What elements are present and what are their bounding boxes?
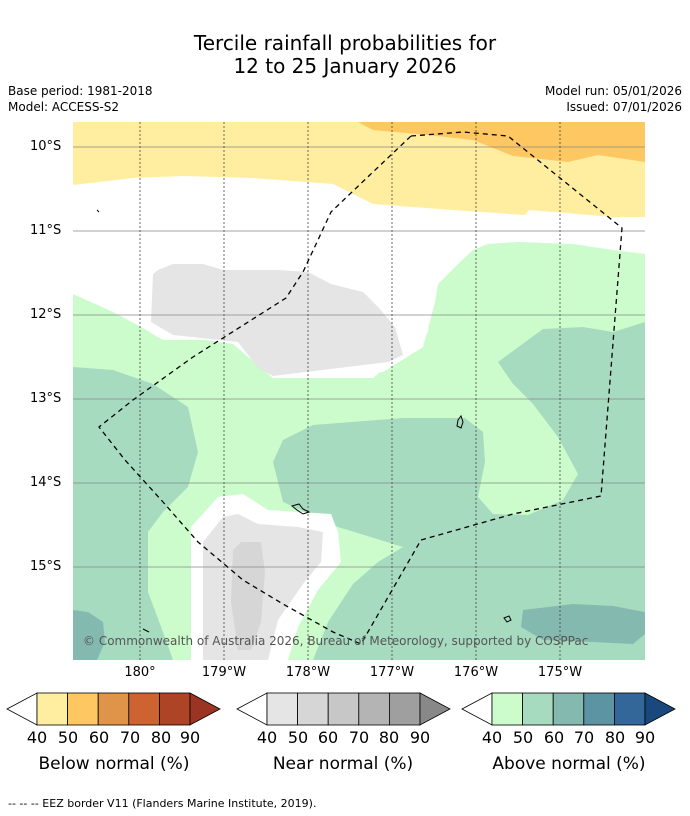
below-normal-50-region: [358, 122, 645, 162]
lat-label-15s: 15°S: [30, 559, 62, 574]
issued-label: Issued: 07/01/2026: [566, 100, 682, 114]
below-normal-upper-arrow: [189, 692, 221, 726]
legend-bars: [6, 692, 676, 726]
near-normal-tick-60: 60: [317, 728, 339, 747]
below-normal-swatch-50: [67, 692, 99, 726]
near-normal-swatch-40: [266, 692, 299, 726]
above-normal-upper-arrow: [644, 692, 676, 726]
above-normal-tick-40: 40: [481, 728, 503, 747]
below-normal-tick-80: 80: [150, 728, 172, 747]
below-normal-colorbar: [6, 692, 221, 726]
above-normal-60-region-sw: [73, 610, 105, 660]
below-normal-swatch-70: [128, 692, 160, 726]
lat-label-11s: 11°S: [30, 223, 62, 238]
lat-label-14s: 14°S: [30, 475, 62, 490]
below-normal-tick-40: 40: [26, 728, 48, 747]
near-normal-tick-70: 70: [348, 728, 370, 747]
island-north-east: [456, 414, 464, 429]
below-normal-tick-60: 60: [88, 728, 110, 747]
base-period-label: Base period: 1981-2018: [8, 84, 153, 98]
above-normal-caption: Above normal (%): [492, 754, 646, 774]
map-title-line-2: 12 to 25 January 2026: [233, 54, 457, 78]
above-normal-tick-70: 70: [573, 728, 595, 747]
above-normal-swatch-80: [614, 692, 646, 726]
above-normal-tick-60: 60: [543, 728, 565, 747]
above-normal-60-region-se: [521, 604, 645, 644]
island-south-east: [503, 615, 512, 623]
above-normal-swatch-50: [522, 692, 554, 726]
lon-label-177w: 177°W: [369, 665, 415, 680]
above-normal-colorbar: [461, 692, 676, 726]
longitude-gridlines: [139, 122, 561, 660]
island-central: [290, 503, 311, 515]
latitude-gridlines: [73, 146, 645, 568]
near-normal-colorbar: [236, 692, 451, 726]
below-normal-tick-70: 70: [119, 728, 141, 747]
lat-label-12s: 12°S: [30, 307, 62, 322]
below-normal-lower-arrow: [6, 692, 38, 726]
above-normal-lower-arrow: [461, 692, 493, 726]
near-normal-tick-90: 90: [409, 728, 431, 747]
below-normal-swatch-80: [158, 692, 191, 726]
lat-label-13s: 13°S: [30, 391, 62, 406]
lon-label-178w: 178°W: [285, 665, 331, 680]
lon-label-176w: 176°W: [453, 665, 499, 680]
eez-footnote: -- -- -- EEZ border V11 (Flanders Marine…: [8, 797, 317, 810]
near-normal-50-region-south: [231, 542, 265, 650]
below-normal-caption: Below normal (%): [38, 754, 190, 774]
rainfall-map: © Commonwealth of Australia 2026, Bureau…: [73, 122, 645, 660]
near-normal-caption: Near normal (%): [272, 754, 414, 774]
near-normal-40-region-north: [151, 264, 403, 376]
near-normal-tick-50: 50: [287, 728, 309, 747]
near-normal-tick-40: 40: [256, 728, 278, 747]
eez-border: [98, 131, 623, 645]
lat-label-10s: 10°S: [30, 139, 62, 154]
near-normal-swatch-70: [358, 692, 390, 726]
above-normal-tick-50: 50: [512, 728, 534, 747]
island-south-west: [142, 628, 150, 633]
near-normal-upper-arrow: [419, 692, 451, 726]
lon-label-179w: 179°W: [201, 665, 247, 680]
model-label: Model: ACCESS-S2: [8, 100, 120, 114]
copyright-notice: © Commonwealth of Australia 2026, Bureau…: [83, 634, 588, 648]
above-normal-50-region-west: [73, 367, 198, 660]
below-normal-swatch-40: [36, 692, 69, 726]
near-normal-tick-80: 80: [378, 728, 400, 747]
lon-label-180: 180°: [124, 665, 156, 680]
above-normal-swatch-60: [552, 692, 585, 726]
model-run-label: Model run: 05/01/2026: [544, 84, 682, 98]
near-normal-lower-arrow: [236, 692, 268, 726]
below-normal-swatch-60: [97, 692, 130, 726]
above-normal-swatch-70: [583, 692, 615, 726]
near-normal-swatch-80: [388, 692, 421, 726]
island-north-west: [96, 209, 100, 213]
above-normal-50-region-central: [273, 322, 645, 660]
above-normal-tick-90: 90: [634, 728, 656, 747]
lon-label-175w: 175°W: [537, 665, 583, 680]
near-normal-swatch-60: [327, 692, 360, 726]
near-normal-swatch-50: [297, 692, 329, 726]
above-normal-swatch-40: [491, 692, 524, 726]
below-normal-tick-50: 50: [57, 728, 79, 747]
map-title-line-1: Tercile rainfall probabilities for: [193, 31, 497, 55]
above-normal-tick-80: 80: [604, 728, 626, 747]
below-normal-tick-90: 90: [179, 728, 201, 747]
